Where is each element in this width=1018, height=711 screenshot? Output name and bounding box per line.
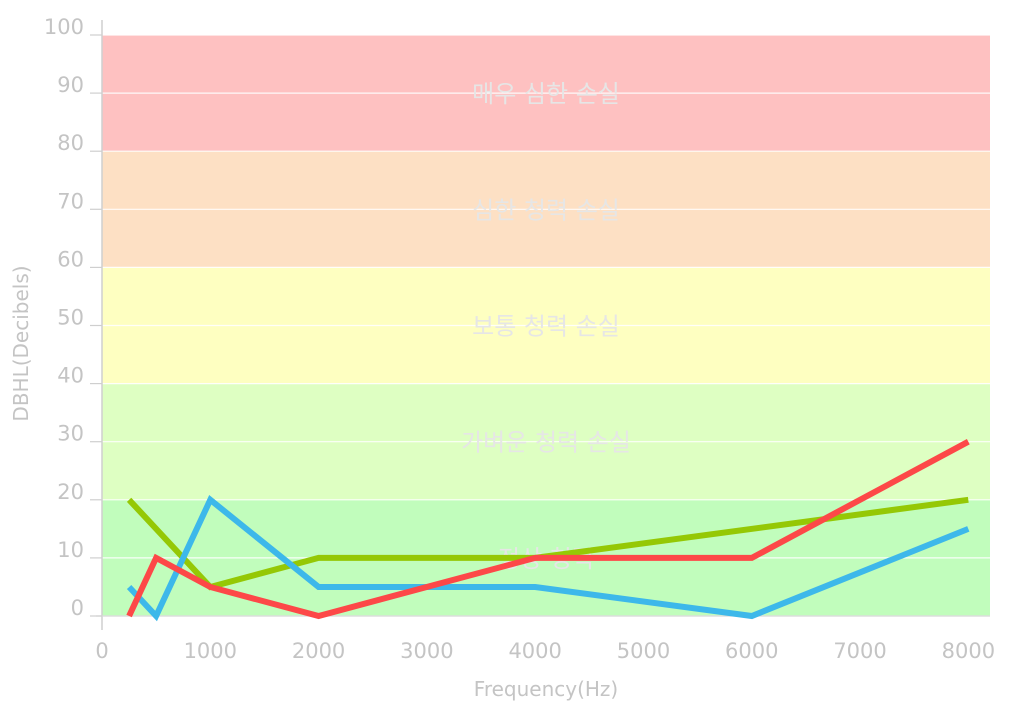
y-tick-label-80: 80: [57, 131, 84, 155]
x-tick-label-4000: 4000: [508, 639, 561, 663]
series-line-1: [126, 495, 970, 622]
series-line-2: [126, 439, 970, 620]
y-tick-label-20: 20: [57, 480, 84, 504]
band-label-3: 심한 청력 손실: [472, 196, 620, 224]
y-tick-label-30: 30: [57, 422, 84, 446]
y-tick-label-70: 70: [57, 189, 84, 213]
x-tick-label-2000: 2000: [292, 639, 345, 663]
y-tick-label-50: 50: [57, 306, 84, 330]
x-tick-label-6000: 6000: [725, 639, 778, 663]
band-label-1: 가벼운 청력 손실: [461, 429, 631, 457]
x-tick-label-0: 0: [95, 639, 108, 663]
y-tick-label-90: 90: [57, 73, 84, 97]
y-axis-title: DBHL(Decibels): [9, 265, 33, 421]
band-label-2: 보통 청력 손실: [472, 313, 620, 341]
y-tick-label-100: 100: [44, 15, 84, 39]
x-tick-label-3000: 3000: [400, 639, 453, 663]
x-tick-label-7000: 7000: [833, 639, 886, 663]
x-tick-label-1000: 1000: [184, 639, 237, 663]
y-tick-label-10: 10: [57, 538, 84, 562]
band-label-4: 매우 심한 손실: [472, 80, 620, 108]
x-axis-title: Frequency(Hz): [474, 677, 618, 701]
y-tick-label-40: 40: [57, 364, 84, 388]
y-tick-label-60: 60: [57, 247, 84, 271]
axes: [90, 20, 990, 630]
x-tick-label-5000: 5000: [617, 639, 670, 663]
series-lines: [126, 439, 970, 622]
x-tick-label-8000: 8000: [942, 639, 995, 663]
y-tick-label-0: 0: [71, 596, 84, 620]
